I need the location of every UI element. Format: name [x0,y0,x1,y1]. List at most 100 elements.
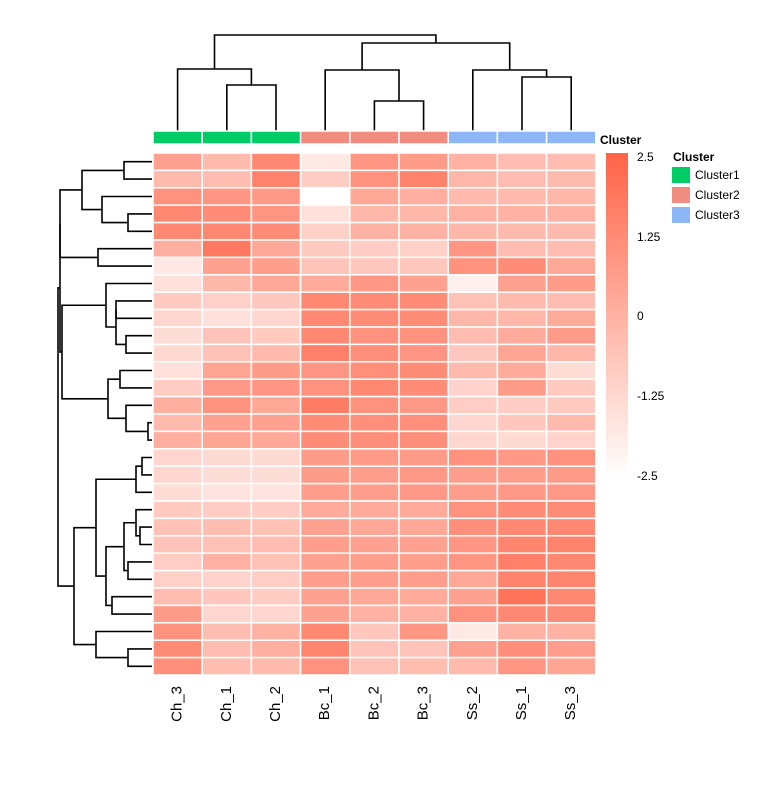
heatmap-cell [496,395,548,415]
heatmap-cell [201,500,253,520]
row-dendrogram-branch [95,630,152,659]
heatmap-cell [349,430,400,450]
heatmap-cell [201,482,253,502]
row-dendrogram [57,160,152,668]
heatmap-cell [398,552,449,572]
heatmap-cell [398,361,449,380]
row-dendrogram-branch [147,421,152,441]
heatmap-cell [496,482,548,502]
annotation-cell [398,130,449,145]
heatmap-cell [299,517,351,537]
heatmap-cell [496,239,548,259]
heatmap-cell [496,343,548,363]
heatmap-cell [152,430,203,450]
row-dendrogram-branch [127,648,152,668]
row-dendrogram-branch [119,369,152,389]
heatmap-cell [201,569,253,589]
heatmap-cell [299,395,351,415]
legend-title: Cluster [673,150,715,164]
heatmap-cell [545,291,597,311]
heatmap-cell [201,169,253,189]
heatmap-cell [447,587,499,607]
heatmap-cell [349,395,400,415]
heatmap-cell [545,187,597,206]
heatmap-cell [299,204,351,224]
heatmap-cell [545,152,597,172]
heatmap-cell [152,152,203,172]
heatmap-cell [545,639,597,659]
heatmap-cell [152,378,203,398]
heatmap-cell [447,204,499,224]
row-dendrogram-branch [81,169,124,211]
heatmap-cell [447,291,499,311]
heatmap-cell [250,604,302,624]
legend-swatch [672,207,690,223]
heatmap-cell [349,291,400,311]
heatmap-cell [447,239,499,259]
legend-swatch [672,167,690,183]
heatmap-cell [152,326,203,346]
heatmap-cell [496,517,548,537]
legend-entry: Cluster1 [695,168,740,182]
heatmap-cell [250,256,302,276]
heatmap-cell [349,239,400,259]
heatmap-cell [496,587,548,607]
heatmap-cell [201,326,253,346]
row-dendrogram-branch [135,465,152,494]
heatmap-cell [349,152,400,172]
heatmap-cell [152,535,203,554]
heatmap-cell [201,378,253,398]
heatmap-cell [250,535,302,554]
heatmap-cell [349,535,400,554]
heatmap-cell [496,378,548,398]
heatmap-cell [201,587,253,607]
heatmap-cell [152,413,203,433]
heatmap-cell [545,204,597,224]
heatmap-cell [349,413,400,433]
row-dendrogram-branch [61,304,108,400]
heatmap-cell [447,187,499,206]
heatmap-cell [201,256,253,276]
heatmap-cell [447,604,499,624]
heatmap-cell [398,256,449,276]
heatmap-cell [250,204,302,224]
heatmap-cell [349,221,400,241]
heatmap-cell [201,239,253,259]
heatmap-cell [447,430,499,450]
heatmap-cell [496,430,548,450]
annotation-cell [250,130,302,145]
heatmap-cell [152,587,203,607]
heatmap-cell [496,535,548,554]
column-dendrogram-branch [361,42,511,70]
heatmap-cell [201,413,253,433]
heatmap-cell [250,291,302,311]
column-dendrogram-branch [521,76,572,131]
heatmap-cell [545,343,597,363]
heatmap-cell [201,361,253,380]
heatmap-cell [152,291,203,311]
heatmap-cell [349,308,400,328]
column-label: Ch_3 [169,686,186,722]
heatmap-cell [349,204,400,224]
heatmap-cell [447,569,499,589]
heatmap-cell [398,517,449,537]
heatmap-cell [250,448,302,467]
annotation-cell [299,130,351,145]
cluster-annotation-bar [152,130,597,145]
annotation-cell [201,130,253,145]
heatmap-cell [545,552,597,572]
heatmap-cell [447,448,499,467]
heatmap-cell [398,500,449,520]
row-dendrogram-branch [111,595,152,615]
heatmap-cell [496,308,548,328]
heatmap-cell [496,622,548,641]
row-dendrogram-branch [105,282,152,328]
heatmap-cell [447,169,499,189]
heatmap-cell [152,361,203,380]
heatmap-cell [299,361,351,380]
heatmap-cell [152,569,203,589]
heatmap-cell [250,152,302,172]
heatmap-cell [250,361,302,380]
heatmap-cell [398,239,449,259]
heatmap-cell [398,291,449,311]
